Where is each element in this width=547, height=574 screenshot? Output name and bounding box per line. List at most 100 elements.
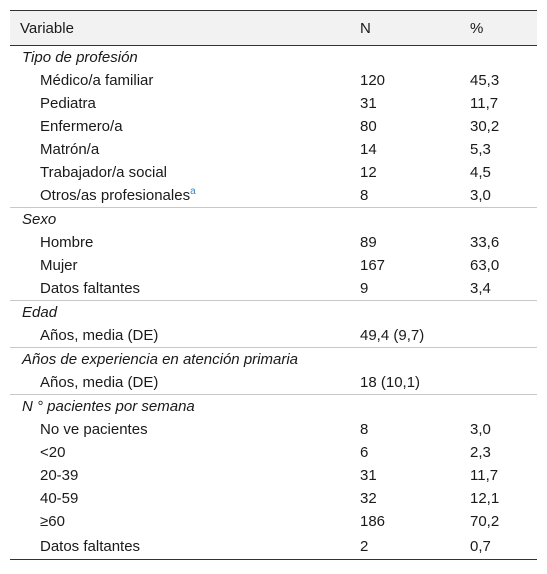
row-label: <20 (40, 444, 66, 461)
row-label: Matrón/a (40, 141, 100, 158)
row-percent-value: 3,0 (470, 187, 491, 204)
row-percent-value: 30,2 (470, 118, 500, 135)
row-percent-value: 45,3 (470, 72, 500, 89)
row-n-value: 12 (360, 164, 377, 181)
row-label-cell: Enfermero/a (10, 115, 350, 138)
row-percent-value: 0,7 (460, 533, 537, 560)
table-row: 20-39 31 11,7 (10, 464, 537, 487)
table-row: 40-59 32 12,1 (10, 487, 537, 510)
row-n-value: 167 (360, 257, 386, 274)
row-label-cell: Médico/a familiar (10, 69, 350, 92)
row-label: Años, media (DE) (40, 374, 159, 391)
row-n-value: 31 (360, 467, 377, 484)
table-row: No ve pacientes 8 3,0 (10, 418, 537, 441)
group-title: Tipo de profesión (22, 49, 138, 66)
row-percent-value (460, 371, 537, 395)
table-row: Datos faltantes 9 3,4 (10, 277, 537, 301)
demographics-table: Variable N % Tipo de profesión Médico/a f… (10, 10, 537, 560)
row-label: Pediatra (40, 95, 96, 112)
row-label-cell: Otros/as profesionalesa (10, 184, 350, 208)
row-label: Otros/as profesionales (40, 187, 191, 204)
group-header-row: Edad (10, 300, 537, 324)
group-header-row: Sexo (10, 207, 537, 231)
row-label: ≥60 (40, 513, 65, 530)
row-label-cell: Matrón/a (10, 138, 350, 161)
row-label-cell: Datos faltantes (10, 277, 350, 301)
row-label-cell: No ve pacientes (10, 418, 350, 441)
row-percent-value: 12,1 (470, 490, 500, 507)
row-label: 40-59 (40, 490, 79, 507)
row-n-value: 80 (360, 118, 377, 135)
row-label: No ve pacientes (40, 421, 148, 438)
header-row: Variable N % (10, 10, 537, 46)
row-n-value: 31 (360, 95, 377, 112)
table-row: Hombre 89 33,6 (10, 231, 537, 254)
table-row: Datos faltantes 2 0,7 (10, 533, 537, 560)
row-label-cell: Datos faltantes (10, 533, 350, 560)
header-n: N (350, 10, 460, 46)
row-label-cell: Años, media (DE) (10, 371, 350, 395)
group-title: N ° pacientes por semana (10, 394, 537, 418)
row-label-cell: Pediatra (10, 92, 350, 115)
row-percent-value: 11,7 (470, 95, 499, 112)
row-n-value: 14 (360, 141, 377, 158)
row-label: Hombre (40, 234, 94, 251)
table-row: Enfermero/a 80 30,2 (10, 115, 537, 138)
row-label-cell: 20-39 (10, 464, 350, 487)
row-n-value: 8 (360, 421, 369, 438)
table-row: ≥60 186 70,2 (10, 510, 537, 533)
table-row: Médico/a familiar 120 45,3 (10, 69, 537, 92)
table-row: Pediatra 31 11,7 (10, 92, 537, 115)
row-label: Datos faltantes (40, 537, 141, 555)
header-variable: Variable (10, 10, 350, 46)
row-label-cell: Años, media (DE) (10, 324, 350, 348)
row-label-cell: Trabajador/a social (10, 161, 350, 184)
table-row: Trabajador/a social 12 4,5 (10, 161, 537, 184)
table-row: Años, media (DE) 18 (10,1) (10, 371, 537, 395)
row-percent-value: 33,6 (470, 234, 500, 251)
row-percent-value: 2,3 (470, 444, 491, 461)
row-n-value: 9 (360, 280, 369, 297)
table-row: Otros/as profesionalesa 8 3,0 (10, 184, 537, 208)
row-n-value: 2 (350, 533, 460, 560)
row-n-value: 6 (360, 444, 369, 461)
row-label: Mujer (40, 257, 78, 274)
row-percent-value: 5,3 (470, 141, 491, 158)
row-percent-value: 4,5 (470, 164, 491, 181)
table-row: Mujer 167 63,0 (10, 254, 537, 277)
row-n-value: 18 (10,1) (360, 374, 421, 391)
row-label-cell: <20 (10, 441, 350, 464)
row-label: Médico/a familiar (40, 72, 154, 89)
group-header-row: N ° pacientes por semana (10, 394, 537, 418)
group-title: Años de experiencia en atención primaria (10, 347, 537, 371)
group-title: Sexo (10, 207, 537, 231)
row-n-value: 89 (360, 234, 377, 251)
data-table-container: Variable N % Tipo de profesión Médico/a f… (10, 10, 537, 560)
row-n-value: 32 (360, 490, 377, 507)
row-percent-value: 3,0 (470, 421, 491, 438)
group-header-row: Años de experiencia en atención primaria (10, 347, 537, 371)
row-label-cell: Hombre (10, 231, 350, 254)
row-n-value: 49,4 (9,7) (360, 327, 425, 344)
row-label: Enfermero/a (40, 118, 123, 135)
row-percent-value (460, 324, 537, 348)
row-n-value: 8 (360, 187, 369, 204)
row-n-value: 120 (360, 72, 386, 89)
footnote-marker-link[interactable]: a (190, 186, 196, 197)
table-row: <20 6 2,3 (10, 441, 537, 464)
table-row: Matrón/a 14 5,3 (10, 138, 537, 161)
table-row: Años, media (DE) 49,4 (9,7) (10, 324, 537, 348)
header-percent: % (460, 10, 537, 46)
row-label-cell: Mujer (10, 254, 350, 277)
table-body: Tipo de profesión Médico/a familiar 120 45,… (10, 46, 537, 560)
row-label: Trabajador/a social (40, 164, 168, 181)
row-percent-value: 63,0 (470, 257, 500, 274)
group-header-row: Tipo de profesión (10, 46, 537, 70)
row-label-cell: 40-59 (10, 487, 350, 510)
row-label: Años, media (DE) (40, 327, 159, 344)
row-label: 20-39 (40, 467, 79, 484)
row-percent-value: 70,2 (470, 513, 500, 530)
table-header: Variable N % (10, 10, 537, 46)
row-percent-value: 11,7 (470, 467, 499, 484)
row-label: Datos faltantes (40, 280, 141, 297)
